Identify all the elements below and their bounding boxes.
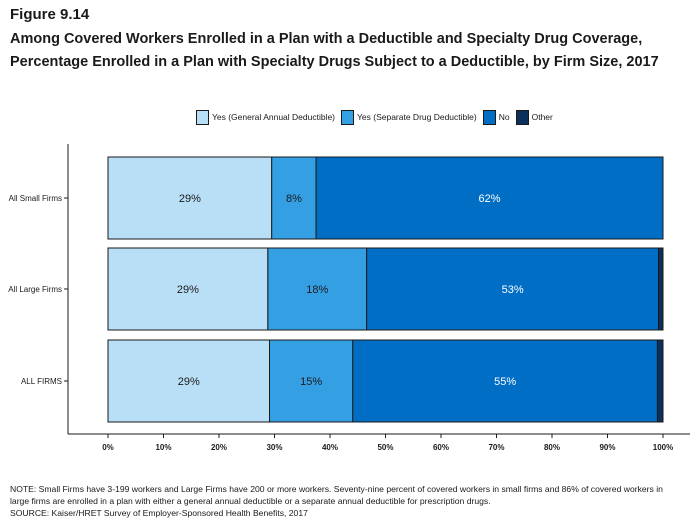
category-label: All Large Firms [8, 285, 62, 294]
x-tick-label: 70% [488, 443, 504, 452]
x-tick-label: 30% [266, 443, 282, 452]
legend-swatch [341, 109, 355, 125]
legend-item-yes-general-annual-deductible: Yes (General Annual Deductible) [196, 109, 336, 125]
data-label: 29% [178, 376, 200, 388]
data-label: 62% [479, 193, 501, 205]
legend-item-other: Other [515, 109, 553, 125]
data-label: 8% [286, 193, 302, 205]
chart-legend: Yes (General Annual Deductible) Yes (Sepa… [196, 108, 559, 126]
x-tick-label: 20% [211, 443, 227, 452]
category-label: All Small Firms [9, 194, 62, 203]
x-tick-label: 80% [544, 443, 560, 452]
bar-segment-yes-separate-drug-deductible [269, 339, 354, 423]
bar-segment-other [658, 247, 664, 331]
legend-swatch [482, 109, 496, 125]
bar-segment-yes-separate-drug-deductible [267, 247, 368, 331]
data-label: 29% [179, 193, 201, 205]
data-label: 53% [502, 284, 524, 296]
figure-label: Figure 9.14 [10, 6, 90, 23]
bar-segment-no [352, 339, 658, 423]
chart-source: SOURCE: Kaiser/HRET Survey of Employer-S… [10, 508, 308, 518]
data-label: 18% [306, 284, 328, 296]
x-tick-label: 90% [599, 443, 615, 452]
legend-item-yes-separate-drug-deductible: Yes (Separate Drug Deductible) [341, 109, 477, 125]
legend-label: Yes (Separate Drug Deductible) [357, 112, 477, 122]
stacked-bar-chart: 0% 10% 20% 30% 40% 50% 60% 70% 80% 90% 100% All Sma… [8, 144, 690, 452]
x-tick-label: 60% [433, 443, 449, 452]
legend-label: Yes (General Annual Deductible) [212, 112, 336, 122]
x-tick-label: 100% [653, 443, 673, 452]
bar-segment-no [366, 247, 660, 331]
legend-label: No [498, 112, 510, 122]
x-tick-label: 10% [155, 443, 171, 452]
data-label: 29% [177, 284, 199, 296]
bar-segment-yes-general-annual-deductible [107, 247, 269, 331]
category-label: ALL FIRMS [21, 377, 62, 386]
bar-segment-other [656, 339, 664, 423]
bar-segment-no [315, 156, 664, 240]
data-label: 55% [494, 376, 516, 388]
x-tick-label: 40% [322, 443, 338, 452]
data-label: 15% [300, 376, 322, 388]
chart-title: Among Covered Workers Enrolled in a Plan… [10, 31, 659, 70]
legend-swatch [515, 109, 529, 125]
x-tick-label: 50% [377, 443, 393, 452]
legend-label: Other [531, 112, 553, 122]
legend-item-no: No [482, 109, 510, 125]
bar-segment-yes-general-annual-deductible [107, 339, 271, 423]
legend-swatch [196, 109, 209, 125]
x-tick-label: 0% [102, 443, 114, 452]
chart-note: NOTE: Small Firms have 3-199 workers and… [10, 484, 663, 506]
